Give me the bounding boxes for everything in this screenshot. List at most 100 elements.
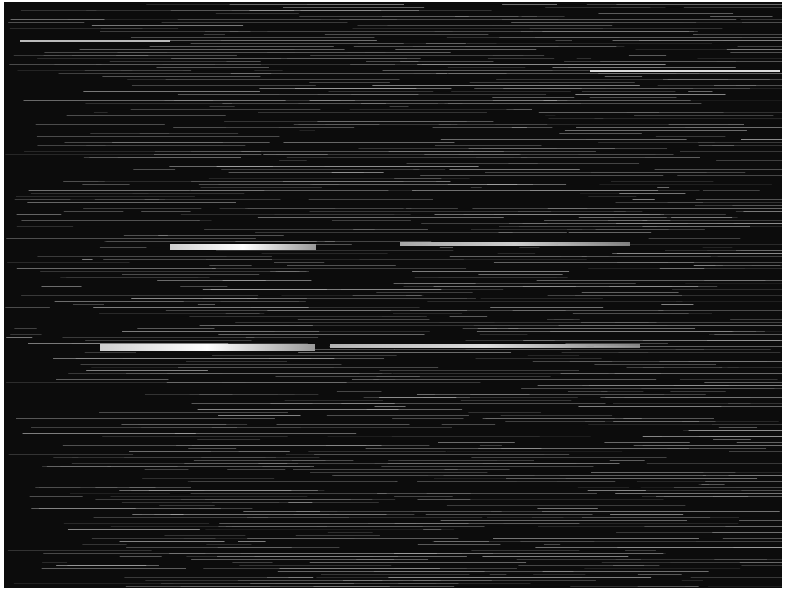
- streak: [330, 344, 640, 348]
- noise-line: [394, 496, 453, 497]
- noise-line: [446, 451, 622, 452]
- noise-line: [493, 538, 699, 539]
- noise-line: [157, 280, 266, 281]
- noise-line: [685, 283, 782, 284]
- noise-line: [95, 499, 350, 500]
- noise-line: [279, 568, 439, 569]
- noise-line: [555, 40, 572, 41]
- noise-line: [247, 538, 458, 539]
- noise-line: [719, 427, 757, 428]
- noise-line: [86, 145, 105, 146]
- noise-line: [494, 262, 694, 263]
- noise-line: [565, 130, 747, 131]
- noise-line: [491, 511, 570, 512]
- noise-line: [441, 520, 687, 521]
- noise-line: [570, 586, 685, 587]
- noise-line: [451, 91, 571, 92]
- noise-line: [605, 76, 642, 77]
- noise-line: [99, 412, 288, 413]
- noise-line: [448, 67, 525, 68]
- noise-line: [414, 73, 431, 74]
- noise-line: [457, 271, 510, 272]
- noise-line: [418, 499, 471, 500]
- noise-line: [394, 283, 476, 284]
- noise-line: [83, 91, 260, 92]
- noise-line: [64, 523, 209, 524]
- noise-line: [276, 271, 297, 272]
- noise-line: [710, 16, 772, 17]
- noise-line: [441, 139, 687, 140]
- noise-line: [481, 298, 603, 299]
- noise-line: [238, 541, 266, 542]
- noise-line: [639, 40, 782, 41]
- noise-line: [201, 187, 322, 188]
- noise-line: [578, 487, 629, 488]
- noise-line: [197, 439, 260, 440]
- noise-line: [42, 568, 186, 569]
- noise-line: [171, 58, 421, 59]
- noise-line: [328, 436, 591, 437]
- noise-line: [656, 136, 725, 137]
- noise-line: [412, 190, 658, 191]
- noise-line: [14, 328, 36, 329]
- noise-line: [647, 463, 782, 464]
- noise-line: [17, 226, 73, 227]
- noise-line: [721, 406, 782, 407]
- noise-line: [716, 160, 782, 161]
- noise-line: [142, 514, 170, 515]
- noise-line: [129, 451, 290, 452]
- noise-line: [218, 415, 300, 416]
- noise-line: [682, 580, 703, 581]
- noise-line: [659, 112, 782, 113]
- noise-line: [41, 286, 81, 287]
- noise-line: [145, 580, 403, 581]
- noise-line: [713, 439, 751, 440]
- noise-line: [68, 529, 200, 530]
- noise-line: [656, 496, 713, 497]
- noise-line: [178, 367, 438, 368]
- noise-line: [519, 226, 615, 227]
- noise-line: [447, 37, 620, 38]
- noise-line: [70, 493, 170, 494]
- noise-line: [146, 4, 307, 5]
- noise-line: [47, 466, 310, 467]
- noise-line: [438, 277, 556, 278]
- noise-line: [31, 508, 221, 509]
- noise-line: [126, 586, 390, 587]
- noise-line: [253, 517, 482, 518]
- noise-line: [588, 490, 646, 491]
- noise-line: [738, 46, 782, 47]
- noise-line: [435, 145, 542, 146]
- noise-line: [212, 355, 397, 356]
- noise-line: [212, 502, 279, 503]
- noise-line: [593, 226, 782, 227]
- noise-line: [285, 400, 383, 401]
- noise-line: [167, 52, 365, 53]
- page: (() => { const data = JSON.parse(documen…: [0, 0, 785, 592]
- noise-line: [14, 583, 173, 584]
- noise-line: [321, 574, 469, 575]
- noise-line: [282, 295, 424, 296]
- noise-line: [334, 475, 428, 476]
- noise-line: [718, 256, 782, 257]
- noise-line: [501, 415, 612, 416]
- noise-line: [205, 529, 454, 530]
- noise-line: [629, 55, 666, 56]
- noise-line: [610, 460, 645, 461]
- noise-line: [438, 442, 515, 443]
- noise-line: [584, 568, 740, 569]
- noise-line: [587, 4, 782, 5]
- noise-line: [163, 64, 422, 65]
- noise-line: [279, 160, 307, 161]
- noise-line: [611, 181, 713, 182]
- noise-line: [445, 499, 663, 500]
- noise-line: [9, 454, 133, 455]
- noise-line: [471, 457, 666, 458]
- noise-line: [120, 541, 225, 542]
- noise-line: [243, 511, 320, 512]
- noise-line: [461, 400, 571, 401]
- noise-line: [661, 304, 693, 305]
- noise-line: [560, 475, 782, 476]
- noise-line: [5, 154, 257, 155]
- noise-line: [200, 325, 313, 326]
